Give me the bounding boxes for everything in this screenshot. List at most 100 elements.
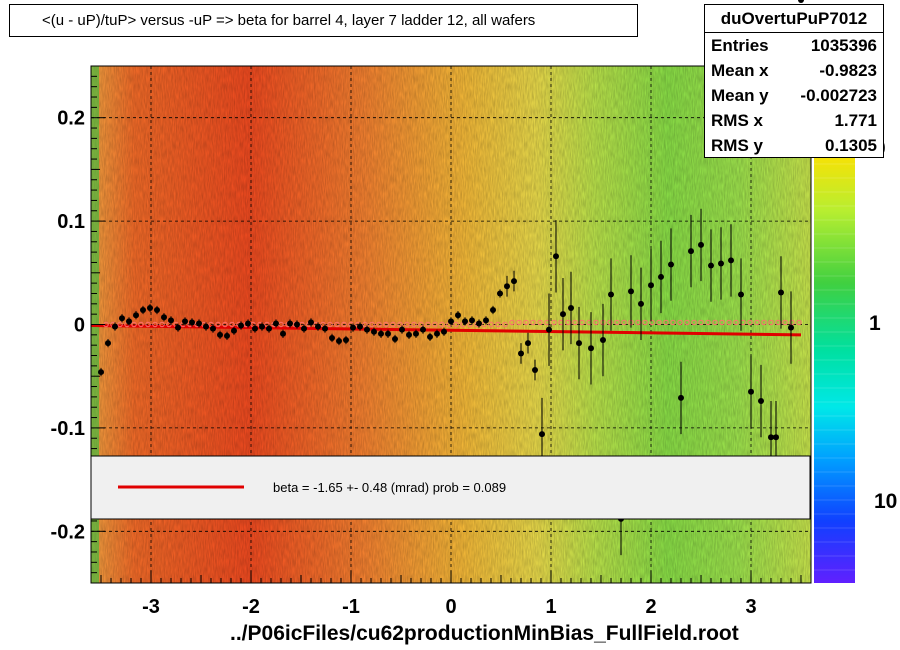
- profile-point: [364, 326, 370, 333]
- profile-point: [546, 326, 552, 333]
- profile-point: [217, 331, 223, 338]
- open-marker: [705, 319, 711, 326]
- profile-point: [182, 318, 188, 325]
- x-tick-label: -3: [142, 596, 160, 618]
- profile-point: [476, 320, 482, 327]
- profile-point: [728, 257, 734, 264]
- profile-point: [420, 326, 426, 333]
- profile-point: [378, 330, 384, 337]
- stats-label: Entries: [711, 36, 769, 55]
- x-axis-title: ../P06icFiles/cu62productionMinBias_Full…: [230, 622, 739, 645]
- open-marker: [796, 319, 802, 326]
- open-marker: [488, 321, 494, 328]
- open-marker: [453, 321, 459, 328]
- open-marker: [369, 321, 375, 328]
- profile-point: [140, 307, 146, 314]
- open-marker: [229, 321, 235, 328]
- profile-point: [196, 320, 202, 327]
- colorbar-label-1: 1: [869, 312, 881, 335]
- open-marker: [516, 319, 522, 326]
- profile-point: [315, 323, 321, 330]
- profile-point: [490, 307, 496, 314]
- profile-point: [357, 323, 363, 330]
- open-marker: [432, 321, 438, 328]
- y-tick-label: 0.2: [57, 108, 85, 130]
- profile-point: [287, 320, 293, 327]
- open-marker: [677, 319, 683, 326]
- profile-point: [658, 273, 664, 280]
- profile-point: [133, 312, 139, 319]
- open-marker: [712, 319, 718, 326]
- profile-point: [392, 335, 398, 342]
- open-marker: [775, 319, 781, 326]
- profile-point: [112, 323, 118, 330]
- profile-point: [628, 288, 634, 295]
- open-marker: [579, 319, 585, 326]
- open-marker: [425, 321, 431, 328]
- profile-point: [427, 333, 433, 340]
- open-marker: [439, 321, 445, 328]
- profile-point: [189, 319, 195, 326]
- open-marker: [782, 319, 788, 326]
- y-tick-label: -0.1: [51, 418, 85, 440]
- profile-point: [350, 324, 356, 331]
- profile-point: [525, 340, 531, 347]
- open-marker: [495, 321, 501, 328]
- open-marker: [684, 319, 690, 326]
- open-marker: [537, 319, 543, 326]
- stats-label: RMS y: [711, 136, 763, 155]
- colorbar-label-10: 10: [874, 490, 897, 513]
- open-marker: [222, 321, 228, 328]
- profile-point: [406, 331, 412, 338]
- open-marker: [117, 321, 123, 328]
- open-marker: [789, 319, 795, 326]
- profile-point: [568, 304, 574, 311]
- profile-point: [294, 321, 300, 328]
- profile-point: [336, 338, 342, 345]
- profile-point: [738, 291, 744, 298]
- profile-point: [788, 324, 794, 331]
- profile-point: [168, 317, 174, 324]
- x-tick-label: 1: [545, 596, 556, 618]
- open-marker: [390, 321, 396, 328]
- open-marker: [411, 321, 417, 328]
- open-marker: [138, 321, 144, 328]
- open-marker: [131, 321, 137, 328]
- profile-point: [773, 434, 779, 441]
- open-marker: [523, 319, 529, 326]
- open-marker: [362, 321, 368, 328]
- stats-value: 0.1305: [825, 136, 877, 155]
- profile-point: [266, 325, 272, 332]
- profile-point: [308, 319, 314, 326]
- profile-point: [252, 325, 258, 332]
- profile-point: [600, 337, 606, 344]
- profile-point: [385, 330, 391, 337]
- profile-point: [483, 317, 489, 324]
- profile-point: [280, 330, 286, 337]
- open-marker: [635, 319, 641, 326]
- open-marker: [663, 319, 669, 326]
- open-marker: [670, 319, 676, 326]
- open-marker: [152, 321, 158, 328]
- profile-point: [301, 325, 307, 332]
- profile-point: [532, 366, 538, 373]
- profile-point: [497, 290, 503, 297]
- profile-point: [688, 248, 694, 255]
- y-tick-label: 0: [74, 315, 85, 337]
- profile-point: [273, 320, 279, 327]
- open-marker: [761, 319, 767, 326]
- profile-points: [98, 0, 804, 556]
- open-marker: [642, 319, 648, 326]
- profile-point: [778, 289, 784, 296]
- profile-point: [224, 332, 230, 339]
- profile-point: [698, 241, 704, 248]
- profile-point: [147, 304, 153, 311]
- profile-point: [441, 328, 447, 335]
- open-marker: [551, 319, 557, 326]
- open-marker: [376, 321, 382, 328]
- open-marker: [593, 319, 599, 326]
- x-tick-label: -2: [242, 596, 260, 618]
- profile-point: [539, 431, 545, 438]
- profile-point: [553, 253, 559, 260]
- stats-value: -0.9823: [819, 61, 877, 80]
